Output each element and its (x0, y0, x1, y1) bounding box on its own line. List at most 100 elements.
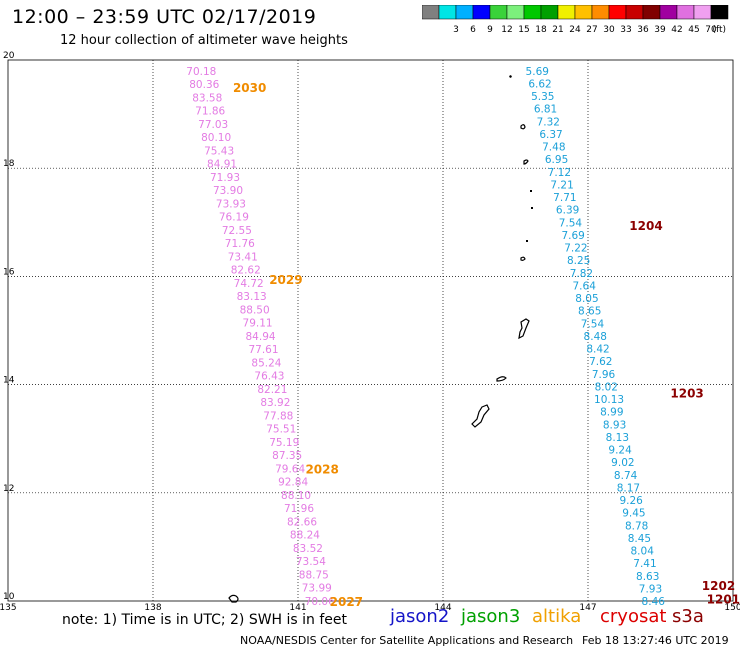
longitude-tick-label: 144 (434, 603, 451, 610)
wave-height-value: 8.05 (575, 293, 598, 305)
wave-height-value: 7.69 (561, 230, 584, 242)
axis-tick-labels: 135 138 141 144 147 150 20 18 16 14 12 10 (0, 51, 740, 610)
wave-height-value: 9.45 (622, 508, 645, 520)
wave-height-value: 80.10 (201, 132, 231, 144)
latitude-tick-label: 12 (3, 484, 14, 494)
wave-height-value: 5.69 (526, 66, 549, 78)
island-outline (471, 404, 490, 428)
colorbar-tick-label: 21 (552, 25, 563, 35)
colorbar-tick-label: 24 (569, 25, 581, 35)
satellite-legend-s3a: s3a (672, 606, 704, 627)
pass-time-label: 2030 (233, 81, 266, 95)
wave-height-value: 7.12 (548, 167, 571, 179)
wave-height-value: 88.24 (290, 530, 320, 542)
wave-height-value: 82.21 (257, 384, 287, 396)
longitude-tick-label: 135 (0, 603, 17, 610)
wave-height-value: 83.58 (192, 92, 222, 104)
wave-height-value: 8.63 (636, 571, 659, 583)
pass-time-label: 1204 (629, 219, 662, 233)
wave-height-value: 75.19 (269, 437, 299, 449)
latitude-tick-label: 18 (3, 159, 15, 169)
wave-height-value: 8.65 (578, 306, 601, 318)
island-outline (509, 75, 512, 78)
wave-height-value: 85.24 (251, 357, 281, 369)
wave-height-value: 71.76 (225, 238, 255, 250)
map-frame (7, 59, 734, 602)
wave-height-value: 83.92 (260, 397, 290, 409)
wave-height-value: 8.25 (567, 255, 590, 267)
wave-height-value: 5.35 (531, 91, 554, 103)
wave-height-value: 75.51 (266, 424, 296, 436)
wave-height-value: 79.11 (243, 318, 273, 330)
wave-height-value: 73.90 (213, 185, 243, 197)
wave-height-value: 7.54 (581, 318, 605, 330)
colorbar-tick-label: 3 (453, 25, 459, 35)
pass-time-label: 1203 (670, 387, 703, 401)
wave-height-value: 7.71 (553, 192, 576, 204)
wave-height-value: 8.04 (631, 546, 655, 558)
wave-height-value: 8.17 (617, 482, 640, 494)
wave-height-value: 8.02 (595, 381, 618, 393)
latitude-tick-label: 20 (3, 51, 15, 61)
map-title: 12:00 – 23:59 UTC 02/17/2019 (12, 6, 317, 28)
island-outline (520, 124, 526, 130)
wave-height-value: 7.54 (559, 217, 583, 229)
colorbar-tick-label: 6 (470, 25, 476, 35)
wave-height-value: 7.93 (639, 583, 662, 595)
wave-height-value: 7.82 (570, 268, 593, 280)
wave-height-value: 71.86 (195, 106, 225, 118)
wave-height-value: 8.46 (642, 596, 666, 608)
satellite-legend-altika: altika (532, 606, 582, 627)
colorbar-tick-label: 70 (705, 25, 717, 35)
wave-height-value: 7.22 (564, 243, 587, 255)
wave-height-value: 7.41 (633, 558, 656, 570)
pass-time-label: 1202 (702, 579, 735, 593)
pass-time-label: 2028 (305, 462, 338, 476)
wave-height-value: 73.93 (216, 198, 246, 210)
wave-height-value: 82.66 (287, 516, 317, 528)
wave-height-value: 74.72 (234, 278, 264, 290)
wave-height-value: 71.93 (210, 172, 240, 184)
wave-height-value: 8.42 (586, 344, 609, 356)
satellite-legend-cryosat: cryosat (600, 606, 667, 627)
island-outline (520, 256, 526, 261)
wave-height-value: 10.13 (594, 394, 624, 406)
island-outline (518, 318, 530, 340)
wave-height-value: 8.99 (600, 407, 623, 419)
wave-height-value: 71.96 (284, 503, 314, 515)
wave-height-value: 77.03 (198, 119, 228, 131)
colorbar-tick-label: 18 (535, 25, 547, 35)
colorbar-tick-label: 9 (487, 25, 493, 35)
wave-height-value: 6.37 (539, 129, 562, 141)
longitude-tick-label: 150 (724, 603, 740, 610)
wave-height-value: 9.26 (619, 495, 643, 507)
wave-height-value: 7.62 (589, 356, 612, 368)
wave-height-value: 77.61 (248, 344, 278, 356)
wave-height-value: 7.21 (550, 179, 573, 191)
wave-height-value: 73.54 (296, 556, 326, 568)
colorbar-tick-label: 42 (671, 25, 682, 35)
wave-height-value: 7.48 (542, 142, 565, 154)
credit-line: NOAA/NESDIS Center for Satellite Applica… (240, 634, 574, 647)
wave-height-value: 82.62 (231, 265, 261, 277)
land-islands (228, 75, 533, 603)
colorbar-tick-label: 33 (620, 25, 631, 35)
wave-height-value: 8.74 (614, 470, 638, 482)
wave-height-value: 70.06 (305, 596, 335, 608)
island-outline (228, 594, 239, 603)
wave-height-value: 7.64 (573, 280, 597, 292)
wave-height-value: 73.99 (302, 583, 332, 595)
wave-height-value: 87.35 (272, 450, 302, 462)
colorbar-tick-label: 12 (501, 25, 512, 35)
wave-height-value: 77.88 (263, 410, 293, 422)
pass-time-label: 2029 (269, 273, 302, 287)
latitude-tick-label: 14 (3, 376, 15, 386)
island-outline (496, 376, 507, 382)
wave-height-value: 9.02 (611, 457, 634, 469)
generation-timestamp: Feb 18 13:27:46 UTC 2019 (582, 634, 729, 647)
wave-height-value: 83.13 (237, 291, 267, 303)
colorbar-tick-label: 27 (586, 25, 597, 35)
wave-height-value: 88.10 (281, 490, 311, 502)
